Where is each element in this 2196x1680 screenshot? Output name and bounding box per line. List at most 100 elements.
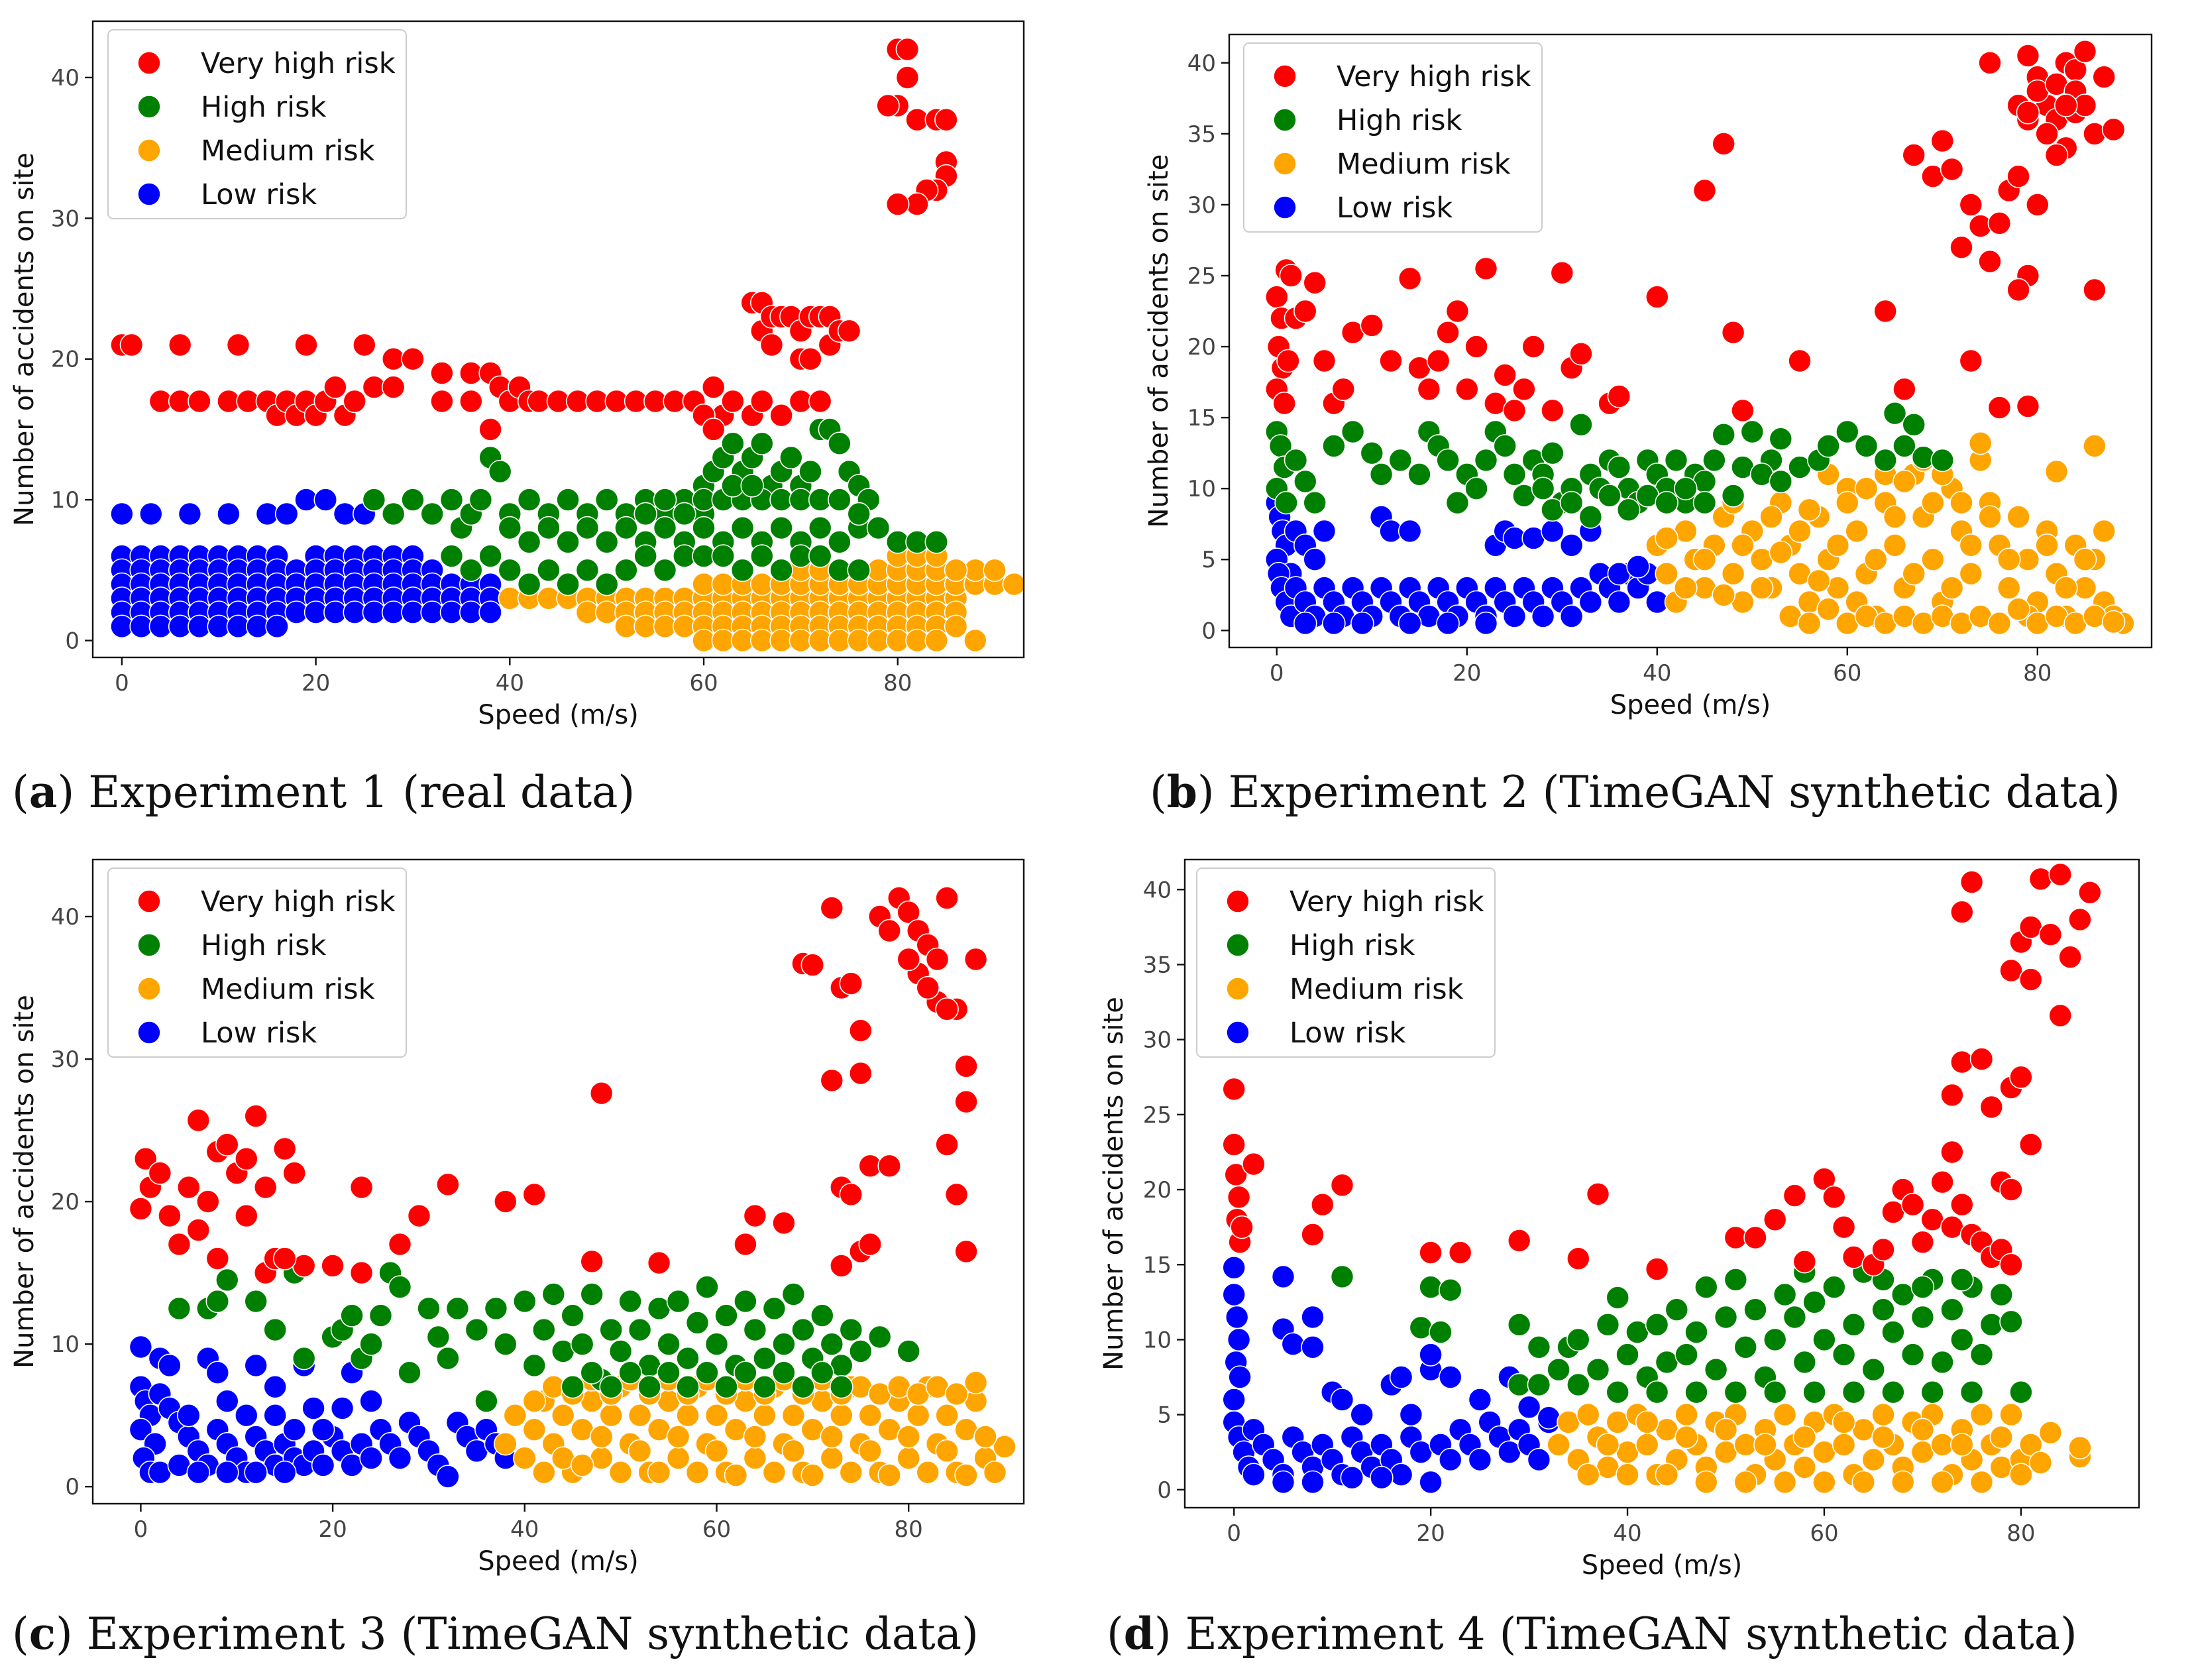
- point-very-high-risk: [1279, 264, 1303, 288]
- point-high-risk: [1714, 1305, 1738, 1329]
- point-medium-risk: [1950, 1433, 1974, 1457]
- point-high-risk: [1409, 1316, 1433, 1340]
- point-high-risk: [517, 572, 541, 596]
- point-medium-risk: [628, 1439, 652, 1463]
- point-low-risk: [1578, 590, 1603, 614]
- point-low-risk: [1242, 1463, 1266, 1486]
- point-medium-risk: [963, 628, 987, 653]
- y-tick-label: 20: [1187, 334, 1216, 361]
- point-high-risk: [580, 1361, 604, 1384]
- plot-frame: [1183, 858, 2140, 1509]
- point-low-risk: [1222, 1282, 1246, 1307]
- point-very-high-risk: [1978, 51, 2002, 75]
- point-medium-risk: [762, 1460, 787, 1484]
- x-tick-label: 40: [510, 1516, 539, 1543]
- point-very-high-risk: [1959, 870, 1984, 894]
- point-high-risk: [1419, 1275, 1443, 1299]
- point-low-risk: [1271, 1264, 1295, 1289]
- point-medium-risk: [2018, 1433, 2043, 1457]
- point-very-high-risk: [1712, 132, 1735, 156]
- x-tick-label: 0: [1227, 1520, 1241, 1547]
- point-very-high-risk: [1881, 1200, 1905, 1224]
- point-medium-risk: [628, 1403, 652, 1428]
- point-high-risk: [839, 1317, 863, 1342]
- point-high-risk: [1502, 462, 1527, 486]
- point-very-high-risk: [1493, 363, 1517, 387]
- point-low-risk: [1281, 1332, 1305, 1356]
- legend-marker-low-risk: [137, 182, 161, 206]
- legend-marker-medium-risk: [1226, 977, 1250, 1001]
- point-medium-risk: [1773, 1402, 1797, 1427]
- point-high-risk: [570, 1332, 594, 1356]
- point-low-risk: [311, 1453, 335, 1477]
- point-medium-risk: [1606, 1410, 1629, 1434]
- x-tick-label: 20: [1453, 660, 1481, 687]
- point-high-risk: [1674, 1343, 1698, 1367]
- point-high-risk: [1665, 1298, 1689, 1321]
- point-very-high-risk: [743, 1204, 767, 1228]
- point-medium-risk: [1797, 611, 1822, 636]
- point-very-high-risk: [800, 953, 825, 977]
- x-axis-label: Speed (m/s): [1582, 1550, 1743, 1581]
- point-high-risk: [685, 1311, 710, 1335]
- point-medium-risk: [1902, 561, 1926, 586]
- point-very-high-risk: [839, 1182, 863, 1207]
- point-medium-risk: [935, 1403, 959, 1428]
- point-very-high-risk: [2078, 881, 2102, 905]
- point-high-risk: [1999, 1310, 2023, 1334]
- legend-marker-high-risk: [1273, 108, 1297, 132]
- point-high-risk: [2009, 1380, 2033, 1404]
- point-high-risk: [1566, 1372, 1590, 1397]
- point-very-high-risk: [944, 1182, 969, 1207]
- point-high-risk: [445, 1296, 470, 1321]
- point-medium-risk: [2044, 459, 2069, 484]
- point-medium-risk: [1616, 1463, 1639, 1486]
- point-very-high-risk: [876, 93, 900, 118]
- point-high-risk: [167, 1296, 192, 1321]
- point-very-high-risk: [2044, 143, 2069, 167]
- x-tick-label: 0: [134, 1516, 148, 1543]
- panel-caption: (a) Experiment 1 (real data): [12, 766, 635, 818]
- point-very-high-risk: [1910, 1230, 1935, 1255]
- point-medium-risk: [1655, 561, 1678, 586]
- point-high-risk: [1841, 1313, 1866, 1337]
- point-low-risk: [1626, 555, 1650, 579]
- point-medium-risk: [1674, 1425, 1698, 1449]
- point-very-high-risk: [1303, 270, 1327, 295]
- point-high-risk: [362, 488, 386, 512]
- point-high-risk: [1940, 1298, 1964, 1321]
- point-low-risk: [1301, 1305, 1325, 1329]
- point-high-risk: [847, 502, 871, 526]
- point-medium-risk: [1978, 505, 2002, 529]
- legend-label-low-risk: Low risk: [1337, 192, 1453, 225]
- point-very-high-risk: [2016, 44, 2040, 68]
- point-very-high-risk: [885, 192, 910, 216]
- point-medium-risk: [1749, 576, 1774, 600]
- point-high-risk: [772, 1332, 796, 1356]
- point-high-risk: [808, 516, 832, 540]
- point-very-high-risk: [167, 1232, 192, 1257]
- point-medium-risk: [944, 558, 968, 583]
- point-medium-risk: [1921, 490, 1945, 515]
- point-very-high-risk: [1959, 193, 1983, 217]
- point-very-high-risk: [1950, 1192, 1974, 1217]
- legend-marker-very-high-risk: [1273, 64, 1297, 88]
- point-very-high-risk: [1999, 1178, 2023, 1202]
- legend-label-high-risk: High risk: [1337, 104, 1462, 137]
- point-very-high-risk: [1940, 1083, 1964, 1107]
- legend-label-very-high-risk: Very high risk: [1337, 60, 1531, 93]
- point-high-risk: [1930, 448, 1955, 473]
- point-high-risk: [368, 1304, 393, 1327]
- point-high-risk: [1559, 490, 1584, 515]
- legend-label-very-high-risk: Very high risk: [1290, 885, 1484, 919]
- point-high-risk: [580, 1282, 604, 1306]
- point-very-high-risk: [2018, 915, 2043, 939]
- point-medium-risk: [1940, 576, 1964, 600]
- legend-label-high-risk: High risk: [1290, 929, 1415, 962]
- point-very-high-risk: [1272, 391, 1296, 416]
- point-high-risk: [1436, 448, 1460, 473]
- point-medium-risk: [608, 1460, 633, 1484]
- point-high-risk: [512, 1289, 537, 1314]
- point-medium-risk: [1930, 1433, 1954, 1457]
- point-high-risk: [1606, 1380, 1629, 1404]
